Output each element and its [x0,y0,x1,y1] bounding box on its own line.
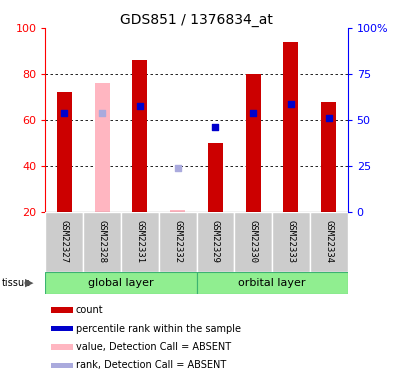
Title: GDS851 / 1376834_at: GDS851 / 1376834_at [120,13,273,27]
Bar [234,212,272,272]
Bar [310,212,348,272]
Text: count: count [76,305,103,315]
Bar [51,326,73,331]
Point [175,165,181,171]
Bar [51,344,73,350]
Bar [159,212,197,272]
Text: GSM22333: GSM22333 [286,220,295,263]
Bar [45,212,83,272]
Bar [272,212,310,272]
Bar [51,308,73,313]
Text: GSM22330: GSM22330 [249,220,258,263]
Text: GSM22329: GSM22329 [211,220,220,263]
Text: orbital layer: orbital layer [238,278,306,288]
Bar [51,363,73,368]
Bar [94,83,110,212]
Bar [246,74,261,212]
Point [61,110,68,116]
Text: GSM22332: GSM22332 [173,220,182,263]
Text: GSM22327: GSM22327 [60,220,69,263]
Point [250,110,256,116]
Text: GSM22328: GSM22328 [98,220,107,263]
Text: GSM22334: GSM22334 [324,220,333,263]
Point [99,110,105,116]
Point [212,124,218,130]
Point [325,115,332,121]
Text: GSM22331: GSM22331 [135,220,144,263]
Point [288,101,294,107]
Bar [121,212,159,272]
Bar [170,210,185,212]
Bar [197,272,348,294]
Text: global layer: global layer [88,278,154,288]
Text: value, Detection Call = ABSENT: value, Detection Call = ABSENT [76,342,231,352]
Bar [132,60,147,212]
Text: tissue: tissue [2,278,31,288]
Bar [208,143,223,212]
Bar [45,272,197,294]
Bar [57,93,72,212]
Bar [321,102,336,212]
Text: ▶: ▶ [25,278,34,288]
Bar [197,212,234,272]
Bar [83,212,121,272]
Text: rank, Detection Call = ABSENT: rank, Detection Call = ABSENT [76,360,226,370]
Bar [283,42,299,212]
Text: percentile rank within the sample: percentile rank within the sample [76,324,241,333]
Point [137,103,143,109]
